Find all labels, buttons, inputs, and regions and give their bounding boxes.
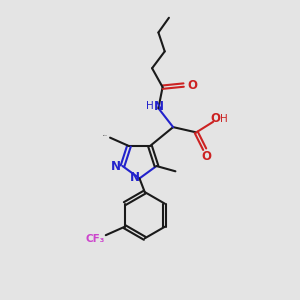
Text: O: O [187,79,197,92]
Text: N: N [130,171,140,184]
Text: CF₃: CF₃ [85,234,105,244]
Text: N: N [153,100,164,112]
Text: methyl: methyl [103,134,108,136]
Text: H: H [146,101,154,111]
Text: N: N [111,160,121,172]
Text: O: O [202,150,212,163]
Text: H: H [220,114,227,124]
Text: O: O [210,112,220,125]
